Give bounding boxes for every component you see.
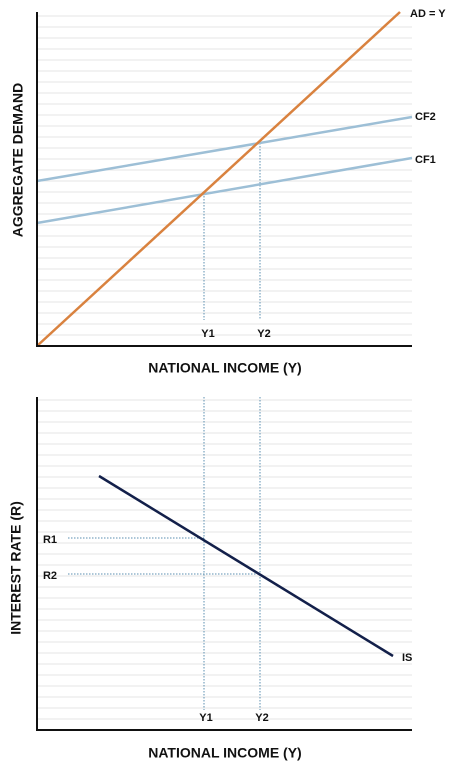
line-label: CF1 <box>415 154 436 166</box>
y-axis-title: AGGREGATE DEMAND <box>10 83 26 238</box>
x-label: Y1 <box>199 712 212 724</box>
line-label: CF2 <box>415 111 436 123</box>
y-label: R1 <box>43 534 57 546</box>
cf1-line <box>36 156 413 225</box>
x-axis-title: NATIONAL INCOME (Y) <box>148 360 301 376</box>
x-axis-title: NATIONAL INCOME (Y) <box>148 745 301 761</box>
curve-label: IS <box>402 652 412 664</box>
line-label: AD = Y <box>410 8 446 20</box>
x-label: Y2 <box>255 712 268 724</box>
is-curve <box>98 474 394 658</box>
y-label: R2 <box>43 570 57 582</box>
x-label: Y1 <box>201 328 214 340</box>
cf2-line <box>36 115 413 183</box>
x-label: Y2 <box>257 328 270 340</box>
ad-line <box>36 11 401 347</box>
grid <box>38 15 412 720</box>
y-axis-title: INTEREST RATE (R) <box>8 501 24 635</box>
